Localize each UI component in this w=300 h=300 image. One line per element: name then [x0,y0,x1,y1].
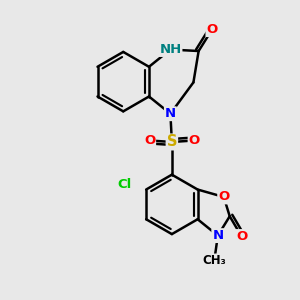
Text: S: S [167,134,177,149]
Text: NH: NH [159,43,182,56]
Text: CH₃: CH₃ [202,254,226,267]
Text: O: O [218,190,230,203]
Text: Cl: Cl [118,178,132,191]
Text: N: N [212,229,224,242]
Text: O: O [144,134,155,147]
Text: O: O [236,230,247,243]
Text: O: O [206,23,218,36]
Text: O: O [188,134,200,147]
Text: N: N [165,107,176,120]
